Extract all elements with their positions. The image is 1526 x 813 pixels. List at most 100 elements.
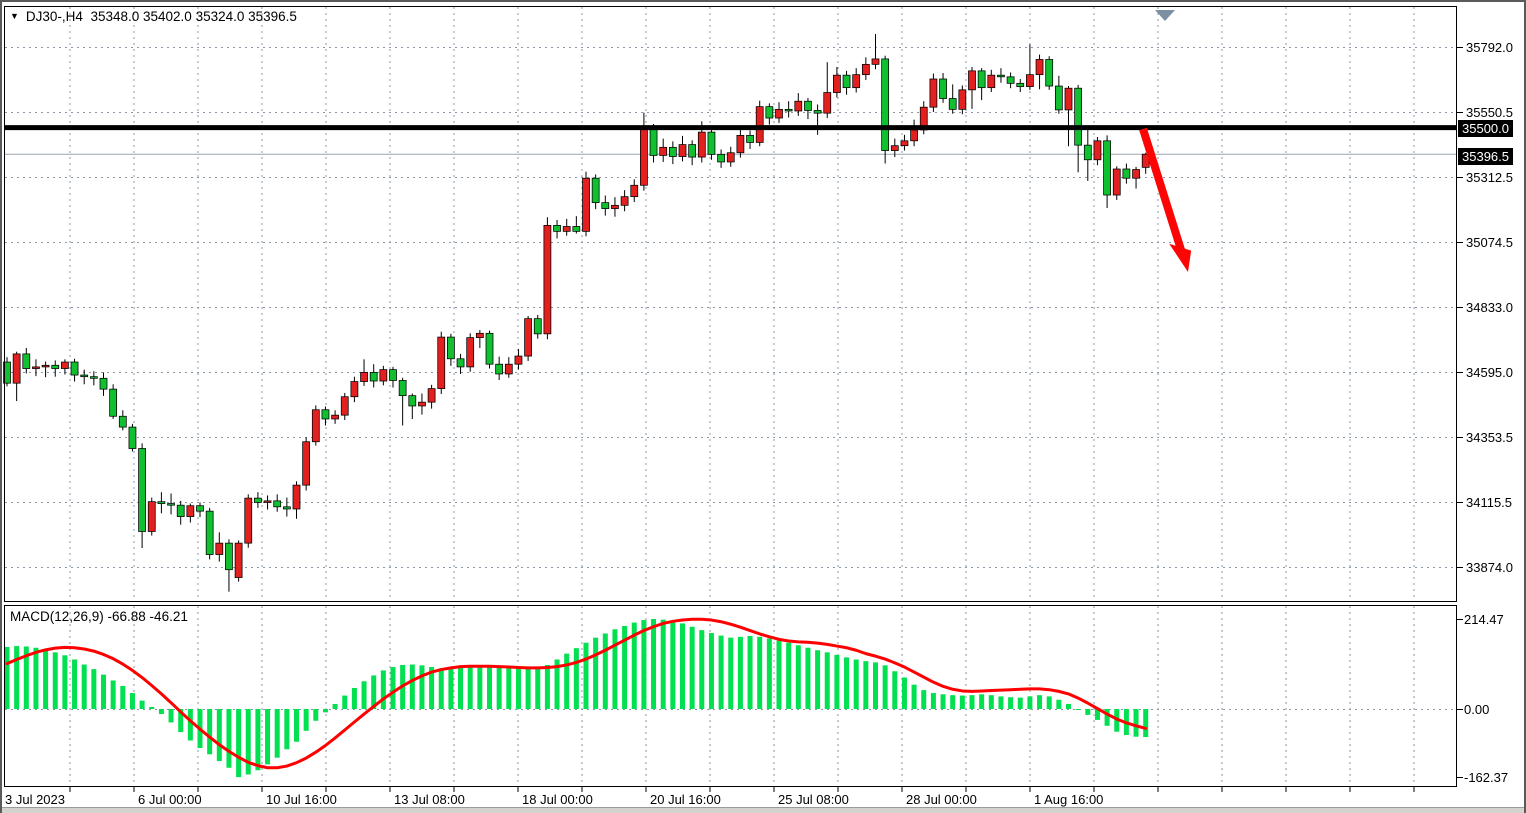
macd-histogram-bar [448,667,454,709]
candle-body [890,145,899,151]
ohlc-values: 35348.0 35402.0 35324.0 35396.5 [90,9,297,24]
macd-histogram-bar [496,666,502,709]
candle-body [1026,74,1034,87]
candle-body [620,196,629,206]
macd-histogram-bar [737,636,743,709]
candle-body [186,505,195,517]
macd-axis-label: -162.37 [1464,769,1509,785]
candle-body [746,135,754,143]
candle-body [649,127,658,156]
candle-body [929,78,938,108]
y-axis-label: 33874.0 [1466,559,1513,575]
candle-body [775,108,783,119]
candle-body [958,89,967,110]
macd-histogram-bar [294,709,299,742]
candle-body [688,144,697,158]
macd-axis-label: 0.00 [1464,701,1490,717]
x-axis-label: 13 Jul 08:00 [394,792,465,807]
macd-histogram-bar [853,659,859,709]
macd-histogram-bar [81,664,87,709]
macd-histogram-bar [371,675,377,709]
candle-body [1083,144,1092,161]
macd-histogram-bar [1066,703,1071,709]
macd-histogram-bar [187,709,193,741]
candle-body [572,226,581,232]
candle-body [118,415,127,428]
macd-histogram-bar [863,661,869,709]
macd-histogram-bar [911,684,917,709]
macd-histogram-bar [429,667,435,709]
candle-body [1045,59,1054,87]
macd-histogram-bar [535,667,541,709]
candle-body [833,74,841,93]
candle-body [504,363,513,375]
macd-histogram-bar [689,626,695,709]
scroll-to-end-marker-icon[interactable] [1155,10,1175,21]
macd-histogram-bar [1017,697,1023,709]
candle-body [379,369,388,382]
candle-body [823,92,832,114]
macd-histogram-bar [226,709,232,768]
macd-histogram-bar [979,694,985,709]
candle-body [176,504,185,517]
macd-histogram-bar [178,709,184,733]
candle-body [302,441,311,486]
candle-body [1132,169,1140,179]
macd-histogram-bar [515,667,521,709]
candle-body [292,484,301,510]
candle-body [369,371,378,382]
candle-body [437,336,446,389]
macd-histogram-bar [158,709,164,715]
candle-body [813,110,822,114]
candle-body [726,152,735,163]
macd-histogram-bar [255,709,261,771]
macd-histogram-bar [901,677,907,709]
candle-body [1112,168,1121,196]
macd-histogram-bar [390,667,396,709]
candle-body [900,140,909,147]
macd-histogram-bar [766,638,772,709]
macd-histogram-bar [1027,696,1033,709]
trend-arrow-head[interactable] [1169,243,1192,272]
trend-arrow-shaft[interactable] [1139,127,1186,255]
chart-title: ▼ DJ30-,H4 35348.0 35402.0 35324.0 35396.… [10,9,297,24]
macd-histogram-bar [139,700,145,709]
macd-histogram-bar [921,690,927,709]
macd-histogram-bar [757,636,763,709]
candle-body [871,58,880,65]
macd-histogram-bar [506,667,512,709]
y-axis-label: 34115.5 [1466,494,1513,510]
macd-histogram-bar [680,623,685,709]
macd-histogram-bar [4,646,10,709]
macd-histogram-bar [332,703,338,709]
candle-body [41,364,50,368]
macd-histogram-bar [602,633,608,709]
macd-histogram-bar [351,688,357,709]
candle-body [987,74,996,89]
y-axis-label: 34353.5 [1466,429,1513,445]
candle-body [678,144,687,157]
candle-body [668,146,677,157]
candle-body [167,503,175,506]
candle-body [977,70,986,89]
indicator-label: MACD(12,26,9) -66.88 -46.21 [10,609,188,624]
macd-histogram-bar [612,629,618,709]
macd-histogram-bar [728,637,734,709]
x-axis-label: 18 Jul 00:00 [522,792,593,807]
candle-body [1074,87,1083,146]
macd-histogram-bar [91,669,97,709]
candle-body [630,184,639,198]
macd-histogram-bar [776,640,782,709]
candle-body [765,106,774,119]
macd-histogram-bar [988,695,994,709]
macd-histogram-bar [708,633,714,709]
candle-body [1016,82,1025,87]
macd-histogram-bar [216,709,222,762]
candle-body [225,542,233,571]
price-panel-border [4,6,1457,602]
window-bottom-edge [2,807,1524,813]
candle-body [881,58,890,151]
candle-body [254,497,262,503]
